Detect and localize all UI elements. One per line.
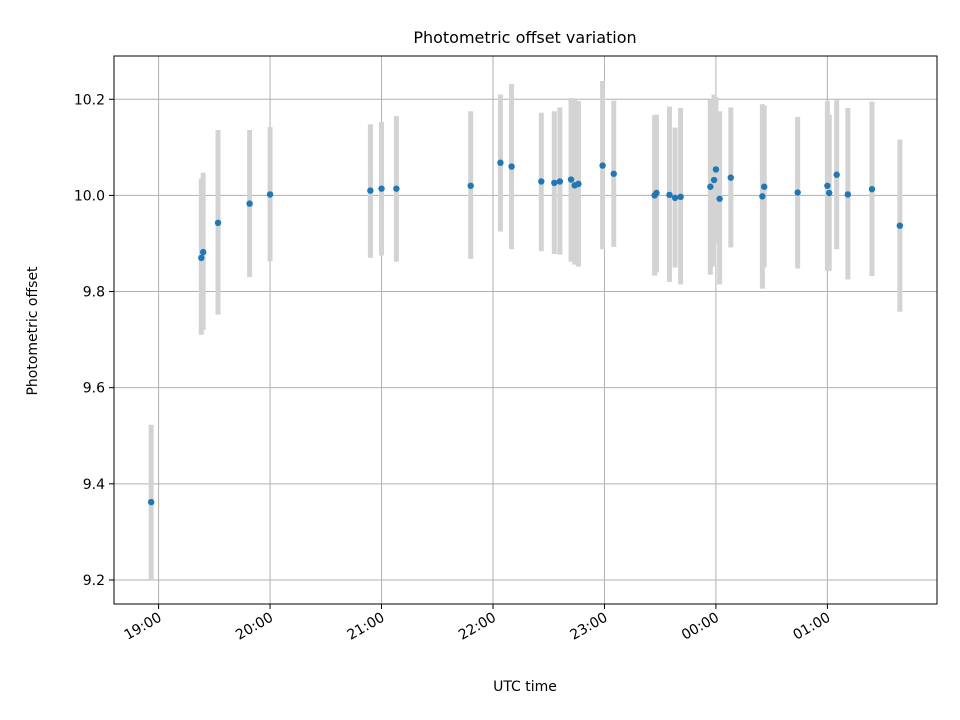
axes-frame bbox=[113, 55, 938, 605]
data-point bbox=[378, 185, 385, 192]
data-point bbox=[567, 176, 575, 183]
y-tick-label: 9.4 bbox=[83, 477, 105, 493]
data-point bbox=[653, 189, 660, 197]
x-tick-label: 00:00 bbox=[679, 610, 722, 644]
data-point bbox=[393, 185, 400, 192]
x-tick-label: 20:00 bbox=[233, 610, 276, 644]
y-tick-label: 9.6 bbox=[83, 381, 105, 397]
data-point bbox=[833, 171, 840, 178]
data-point bbox=[826, 189, 833, 197]
x-tick-label: 21:00 bbox=[345, 610, 388, 644]
x-tick-label: 01:00 bbox=[790, 610, 833, 644]
x-tick-label: 22:00 bbox=[456, 610, 499, 644]
data-point bbox=[551, 179, 558, 187]
data-point bbox=[712, 166, 720, 173]
data-point bbox=[716, 195, 723, 202]
x-tick-label: 19:00 bbox=[122, 610, 165, 644]
y-tick-label: 9.2 bbox=[83, 573, 105, 589]
grid-layer bbox=[114, 56, 937, 604]
x-axis-label: UTC time bbox=[493, 679, 557, 695]
y-tick-label: 9.8 bbox=[83, 285, 105, 301]
data-point bbox=[666, 191, 673, 199]
data-point bbox=[246, 200, 253, 207]
data-point bbox=[761, 183, 768, 190]
data-point bbox=[868, 185, 876, 193]
data-point bbox=[610, 170, 617, 177]
y-axis-ticks: 9.2 9.4 9.6 9.8 10.0 10.2 bbox=[74, 92, 114, 589]
data-point bbox=[214, 219, 222, 227]
data-point bbox=[467, 182, 474, 189]
data-point bbox=[556, 178, 564, 185]
data-point bbox=[794, 189, 801, 196]
data-point bbox=[844, 191, 852, 198]
data-point bbox=[710, 176, 718, 184]
x-axis-ticks: 19:00 20:00 21:00 22:00 23:00 00:00 01:00 bbox=[122, 604, 833, 644]
data-point bbox=[508, 163, 515, 170]
x-tick-label: 23:00 bbox=[568, 610, 611, 644]
data-point bbox=[497, 159, 504, 166]
y-axis-label: Photometric offset bbox=[25, 266, 41, 396]
data-point bbox=[759, 193, 766, 200]
data-point bbox=[147, 498, 155, 506]
data-point bbox=[198, 254, 205, 262]
errorbar-layer bbox=[148, 80, 903, 580]
data-point bbox=[538, 178, 545, 185]
data-point bbox=[677, 193, 684, 201]
data-point bbox=[707, 183, 714, 190]
data-point bbox=[367, 187, 374, 194]
data-point bbox=[896, 222, 904, 229]
data-point bbox=[599, 162, 606, 169]
y-tick-label: 10.0 bbox=[74, 188, 105, 204]
y-tick-label: 10.2 bbox=[74, 92, 105, 108]
chart-title: Photometric offset variation bbox=[413, 28, 636, 47]
data-point bbox=[727, 174, 734, 181]
data-point bbox=[824, 182, 831, 189]
data-point bbox=[671, 194, 679, 202]
data-point bbox=[575, 180, 582, 188]
data-point bbox=[266, 191, 274, 198]
point-layer bbox=[147, 159, 904, 506]
data-point bbox=[199, 248, 207, 256]
